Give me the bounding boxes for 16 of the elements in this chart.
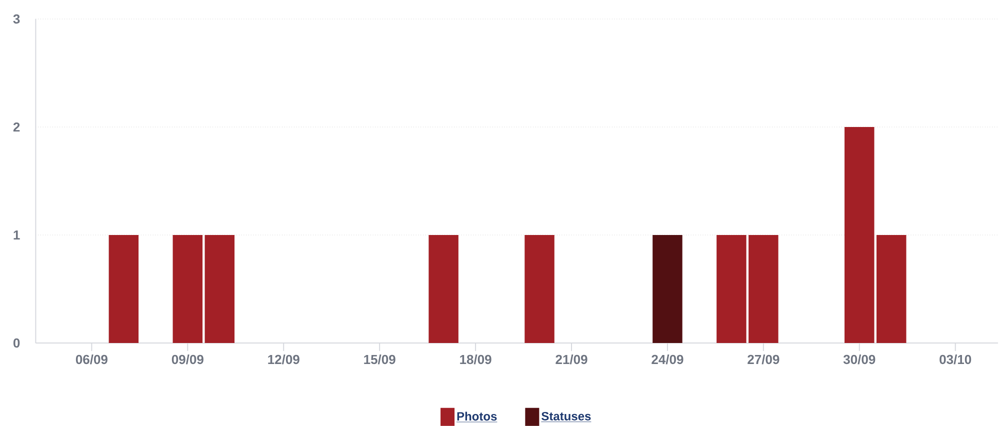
y-tick-label: 2 — [13, 122, 20, 132]
x-tick-label: 15/09 — [364, 354, 396, 364]
x-tick-label: 18/09 — [460, 354, 492, 364]
y-tick-label: 0 — [13, 338, 20, 348]
legend-label: Photos — [457, 412, 497, 421]
x-tick-label: 24/09 — [652, 354, 684, 364]
x-tick-label: 21/09 — [556, 354, 588, 364]
y-tick-label: 3 — [13, 14, 20, 24]
x-tick-label: 12/09 — [268, 354, 300, 364]
x-tick-label: 30/09 — [843, 354, 876, 364]
x-tick-label: 03/10 — [940, 354, 972, 364]
x-tick-label: 06/09 — [76, 354, 108, 364]
legend-label: Statuses — [542, 412, 591, 420]
y-tick-label: 1 — [14, 230, 20, 240]
x-tick-label: 09/09 — [172, 354, 204, 364]
x-tick-label: 27/09 — [748, 354, 780, 364]
